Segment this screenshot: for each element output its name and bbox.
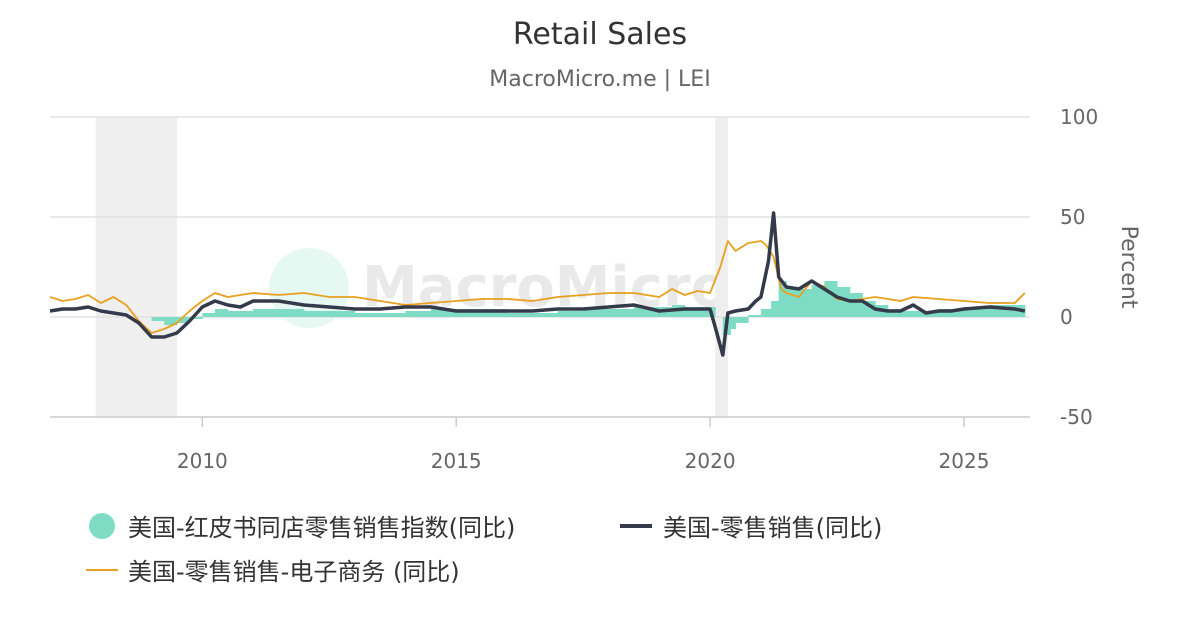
series-lines bbox=[49, 211, 1026, 357]
y-tick-label: 0 bbox=[1060, 305, 1073, 329]
redbook-bar bbox=[760, 309, 772, 317]
redbook-bar bbox=[151, 317, 165, 321]
x-tick-label: 2025 bbox=[939, 449, 990, 473]
redbook-bar bbox=[354, 313, 381, 317]
redbook-bar bbox=[227, 311, 241, 317]
y-axis-title: Percent bbox=[1116, 226, 1141, 309]
legend-label-redbook: 美国-红皮书同店零售销售指数(同比) bbox=[128, 514, 515, 542]
redbook-bar bbox=[253, 309, 279, 317]
redbook-bar bbox=[771, 301, 780, 317]
redbook-bar bbox=[710, 307, 716, 317]
redbook-bar bbox=[164, 317, 178, 325]
x-tick-label: 2015 bbox=[431, 449, 482, 473]
redbook-bar bbox=[748, 315, 762, 317]
redbook-bar bbox=[176, 317, 191, 323]
redbook-bar bbox=[189, 317, 203, 319]
redbook-bar bbox=[215, 309, 229, 317]
redbook-bar bbox=[456, 309, 483, 317]
redbook-bar bbox=[730, 317, 736, 329]
redbook-bar bbox=[849, 293, 863, 317]
redbook-bar bbox=[202, 313, 216, 317]
redbook-bar bbox=[811, 285, 825, 317]
y-tick-label: 50 bbox=[1060, 205, 1085, 229]
redbook-bar bbox=[481, 309, 508, 317]
legend-item-retail[interactable]: 美国-零售销售(同比) bbox=[620, 514, 882, 542]
redbook-bar bbox=[824, 281, 838, 317]
redbook-bar bbox=[532, 313, 559, 317]
y-tick-label: -50 bbox=[1060, 405, 1093, 429]
redbook-bar bbox=[887, 309, 902, 317]
x-axis: 2010 2015 2020 2025 bbox=[177, 417, 990, 473]
y-tick-label: 100 bbox=[1060, 105, 1098, 129]
legend-label-retail: 美国-零售销售(同比) bbox=[663, 514, 882, 542]
redbook-bar bbox=[963, 307, 990, 317]
redbook-bar bbox=[506, 313, 533, 317]
legend-marker-redbook bbox=[89, 513, 115, 539]
redbook-bar bbox=[900, 311, 914, 317]
y-axis: 100 50 0 -50 bbox=[1060, 105, 1098, 429]
redbook-bar bbox=[786, 287, 800, 317]
x-tick-label: 2010 bbox=[177, 449, 228, 473]
redbook-bar bbox=[303, 311, 330, 317]
redbook-bar bbox=[633, 307, 660, 317]
redbook-bar bbox=[240, 311, 254, 317]
redbook-bar bbox=[735, 317, 749, 323]
legend: 美国-红皮书同店零售销售指数(同比) 美国-零售销售(同比) 美国-零售销售-电… bbox=[86, 513, 882, 586]
chart-subtitle: MacroMicro.me | LEI bbox=[489, 67, 710, 92]
redbook-bar bbox=[557, 311, 584, 317]
recession-band-1 bbox=[715, 117, 728, 417]
redbook-bar bbox=[608, 309, 635, 317]
legend-item-ecommerce[interactable]: 美国-零售销售-电子商务 (同比) bbox=[86, 558, 460, 586]
retail-sales-line bbox=[49, 211, 1026, 357]
legend-item-redbook[interactable]: 美国-红皮书同店零售销售指数(同比) bbox=[89, 513, 515, 542]
recession-band-0 bbox=[95, 117, 177, 417]
redbook-bar bbox=[798, 289, 813, 317]
redbook-bar bbox=[405, 311, 432, 317]
redbook-bar bbox=[684, 307, 698, 317]
redbook-bar bbox=[837, 287, 851, 317]
redbook-bar bbox=[329, 311, 356, 317]
redbook-bar bbox=[938, 309, 965, 317]
redbook-bar bbox=[583, 309, 610, 317]
chart-title: Retail Sales bbox=[513, 17, 687, 52]
redbook-bar bbox=[278, 309, 305, 317]
redbook-bar bbox=[430, 309, 457, 317]
legend-label-ecommerce: 美国-零售销售-电子商务 (同比) bbox=[128, 558, 460, 586]
x-tick-label: 2020 bbox=[685, 449, 736, 473]
redbook-bar bbox=[380, 313, 406, 317]
redbook-bar bbox=[778, 281, 787, 317]
redbook-bar bbox=[697, 307, 711, 317]
